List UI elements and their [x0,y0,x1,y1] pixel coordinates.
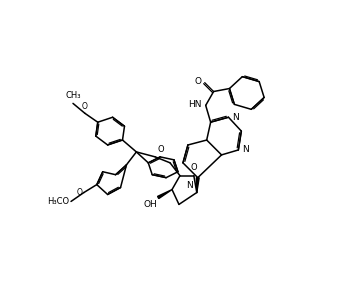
Polygon shape [158,190,172,198]
Text: CH₃: CH₃ [65,91,81,101]
Polygon shape [196,178,199,192]
Text: N: N [232,113,239,122]
Text: O: O [190,163,197,172]
Text: N: N [242,145,249,154]
Text: HN: HN [188,100,202,109]
Text: O: O [157,145,164,154]
Text: O: O [77,188,83,197]
Text: O: O [195,77,202,86]
Text: H₃CO: H₃CO [47,197,69,206]
Text: OH: OH [144,200,157,209]
Text: O: O [82,102,88,111]
Text: N: N [186,181,193,190]
